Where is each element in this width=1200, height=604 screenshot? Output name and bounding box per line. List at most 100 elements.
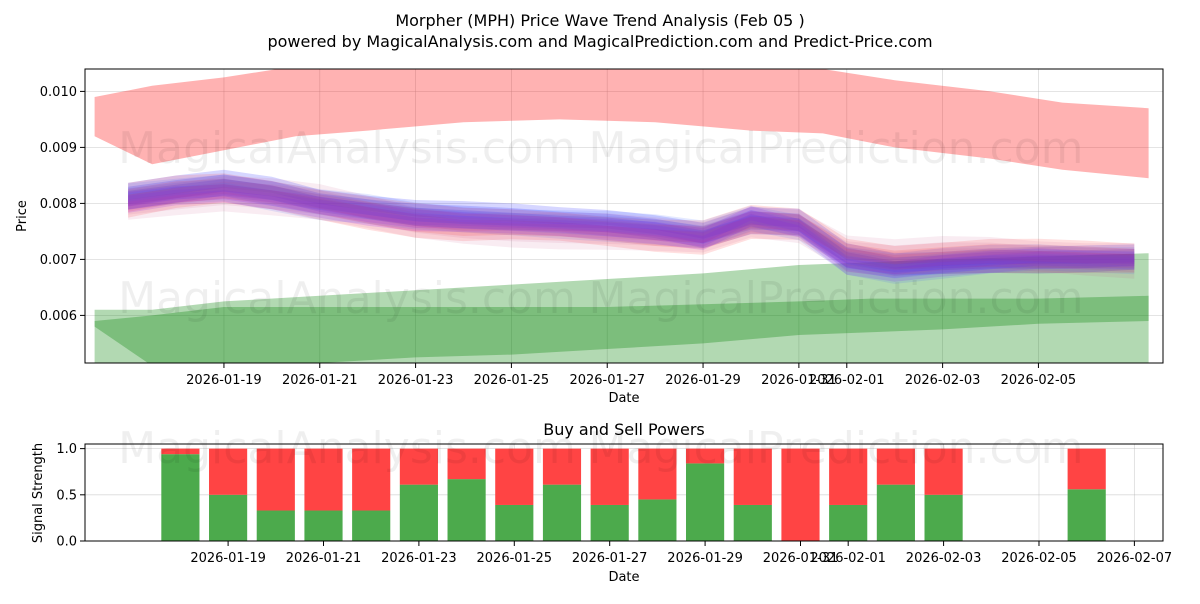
wave-band — [128, 179, 1135, 269]
wave-band — [128, 184, 1135, 265]
sell-power-bar — [733, 448, 772, 505]
sell-power-bar — [352, 448, 391, 511]
price-x-tick-label: 2026-01-29 — [665, 373, 741, 388]
buy-power-bar — [876, 484, 915, 541]
price-x-axis-label: Date — [608, 391, 639, 406]
sell-power-bar — [542, 448, 582, 485]
price-bands — [94, 69, 1149, 363]
buy-power-bar — [829, 504, 868, 541]
sell-power-bar — [447, 448, 486, 480]
chart-title-line1: Morpher (MPH) Price Wave Trend Analysis … — [395, 11, 804, 30]
watermark-bottom-right: MagicalPrediction.com — [589, 423, 1084, 474]
signal-y-ticks: 0.0 0.5 1.0 — [56, 442, 85, 550]
wave-band — [128, 187, 1135, 278]
wave-band — [128, 178, 1135, 270]
watermark-top-right: MagicalPrediction.com — [589, 123, 1084, 174]
price-plot: MagicalAnalysis.com MagicalPrediction.co… — [15, 68, 1164, 406]
price-x-tick-label: 2026-02-03 — [905, 373, 981, 388]
signal-plot-title: Buy and Sell Powers — [543, 420, 705, 439]
signal-plot-frame — [84, 443, 1164, 542]
buy-power-bar — [542, 484, 582, 541]
price-x-tick-label: 2026-02-05 — [1001, 373, 1077, 388]
signal-x-axis-label: Date — [608, 570, 639, 585]
sell-power-bar — [1067, 448, 1106, 490]
price-plot-frame — [84, 68, 1164, 364]
signal-x-ticks: 2026-01-19 2026-01-21 2026-01-23 2026-01-25… — [190, 541, 1172, 566]
price-y-tick-label: 0.010 — [40, 85, 77, 100]
price-x-tick-label: 2026-01-21 — [282, 373, 358, 388]
buy-power-bar — [161, 454, 200, 541]
price-y-ticks: 0.006 0.007 0.008 0.009 0.010 — [40, 85, 85, 324]
price-y-tick-label: 0.007 — [40, 253, 77, 268]
sell-power-bar — [399, 448, 438, 485]
buy-power-bar — [733, 504, 772, 541]
signal-plot: Buy and Sell Powers MagicalAnalysis.com … — [31, 420, 1172, 585]
wave-band — [128, 182, 1135, 274]
signal-bars — [161, 448, 1106, 541]
price-x-tick-label: 2026-01-31 — [761, 373, 837, 388]
wave-band — [128, 184, 1135, 282]
wave-band — [128, 174, 1135, 272]
signal-x-tick-label: 2026-01-31 — [763, 551, 839, 566]
band-upper-resistance — [94, 69, 1149, 179]
buy-power-bar — [447, 479, 486, 541]
price-x-ticks: 2026-01-19 2026-01-21 2026-01-23 2026-01-25… — [186, 363, 1076, 388]
price-x-tick-label: 2026-02-01 — [809, 373, 885, 388]
buy-power-bar — [686, 463, 725, 541]
band-lower-support-wide — [94, 253, 1149, 363]
watermark-mid-right: MagicalPrediction.com — [589, 273, 1084, 324]
sell-power-bar — [256, 448, 295, 511]
signal-x-tick-label: 2026-01-25 — [477, 551, 553, 566]
price-y-tick-label: 0.008 — [40, 197, 77, 212]
wave-band — [128, 178, 1135, 279]
sell-power-bar — [876, 448, 915, 485]
signal-x-tick-label: 2026-02-01 — [810, 551, 886, 566]
signal-x-tick-label: 2026-01-21 — [286, 551, 362, 566]
buy-power-bar — [352, 510, 391, 541]
buy-power-bar — [304, 510, 343, 541]
sell-power-bar — [161, 448, 200, 455]
wave-band — [128, 186, 1135, 266]
signal-x-tick-label: 2026-01-29 — [667, 551, 743, 566]
price-y-tick-label: 0.006 — [40, 309, 77, 324]
wave-band — [128, 190, 1135, 275]
price-grid — [85, 69, 1163, 363]
sell-power-bar — [924, 448, 963, 495]
price-y-tick-label: 0.009 — [40, 141, 77, 156]
sell-power-bar — [781, 448, 820, 541]
wave-band — [128, 176, 1135, 279]
signal-y-tick-label: 1.0 — [56, 442, 77, 457]
watermark-mid-left: MagicalAnalysis.com — [118, 273, 576, 324]
sell-power-bar — [304, 448, 343, 511]
sell-power-bar — [829, 448, 868, 505]
sell-power-bar — [686, 448, 725, 464]
signal-x-tick-label: 2026-02-03 — [906, 551, 982, 566]
price-y-axis-label: Price — [15, 200, 30, 232]
buy-power-bar — [256, 510, 295, 541]
sell-power-bar — [590, 448, 629, 505]
wave-band — [128, 181, 1135, 273]
wave-band — [128, 169, 1135, 276]
signal-x-tick-label: 2026-01-23 — [381, 551, 457, 566]
price-x-tick-label: 2026-01-27 — [569, 373, 645, 388]
wave-band — [128, 174, 1135, 284]
signal-x-tick-label: 2026-02-07 — [1097, 551, 1173, 566]
band-lower-support-core — [94, 295, 1149, 363]
buy-power-bar — [399, 484, 438, 541]
sell-power-bar — [495, 448, 534, 505]
buy-power-bar — [924, 494, 963, 541]
signal-y-tick-label: 0.5 — [56, 488, 77, 503]
signal-x-tick-label: 2026-02-05 — [1001, 551, 1077, 566]
watermark-top-left: MagicalAnalysis.com — [118, 123, 576, 174]
watermark-bottom-left: MagicalAnalysis.com — [118, 423, 576, 474]
buy-power-bar — [638, 499, 677, 541]
buy-power-bar — [209, 494, 248, 541]
buy-power-bar — [1067, 489, 1106, 541]
price-x-tick-label: 2026-01-23 — [378, 373, 454, 388]
price-plot-background — [85, 69, 1163, 363]
chart-title-line2: powered by MagicalAnalysis.com and Magic… — [267, 32, 932, 51]
signal-y-axis-label: Signal Strength — [31, 443, 46, 543]
signal-x-tick-label: 2026-01-27 — [572, 551, 648, 566]
